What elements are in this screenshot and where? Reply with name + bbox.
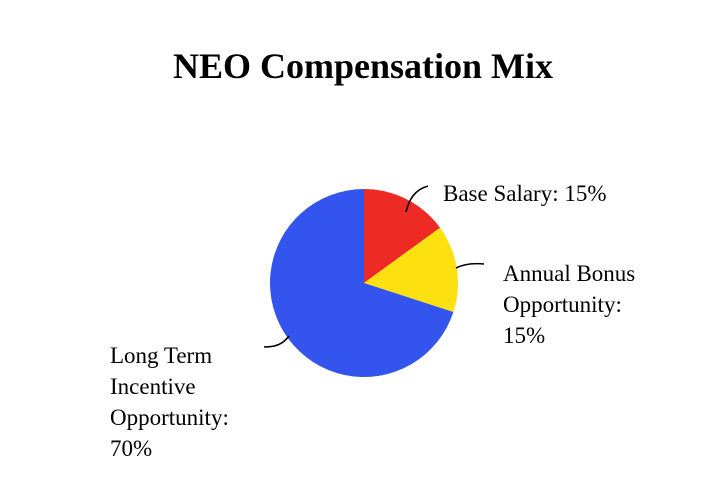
pie-slice-annual-bonus	[364, 227, 459, 313]
leader-line-annual-bonus	[455, 262, 485, 269]
slice-label-line: Long Term	[110, 343, 213, 368]
slice-label-base-salary: Base Salary: 15%	[443, 178, 607, 209]
chart-title: NEO Compensation Mix	[172, 46, 554, 86]
pie-slice-base-salary	[364, 189, 441, 283]
slice-label-line: 70%	[110, 436, 153, 461]
slice-label-annual-bonus: Annual Bonus Opportunity: 15%	[503, 258, 635, 351]
slice-label-line: Incentive	[110, 374, 196, 399]
leader-line-long-term-incentive	[263, 335, 290, 348]
slice-label-line: Opportunity:	[110, 405, 229, 430]
slice-label-long-term-incentive: Long Term Incentive Opportunity: 70%	[110, 340, 229, 464]
pie-slice-long-term-incentive	[270, 189, 454, 377]
slice-label-line: Opportunity:	[503, 292, 622, 317]
leader-line-base-salary	[405, 185, 429, 213]
slice-label-line: Base Salary: 15%	[443, 181, 607, 206]
pie-slices	[270, 189, 459, 377]
slice-label-line: Annual Bonus	[503, 261, 636, 286]
slice-label-line: 15%	[503, 323, 546, 348]
leader-lines	[263, 185, 485, 348]
